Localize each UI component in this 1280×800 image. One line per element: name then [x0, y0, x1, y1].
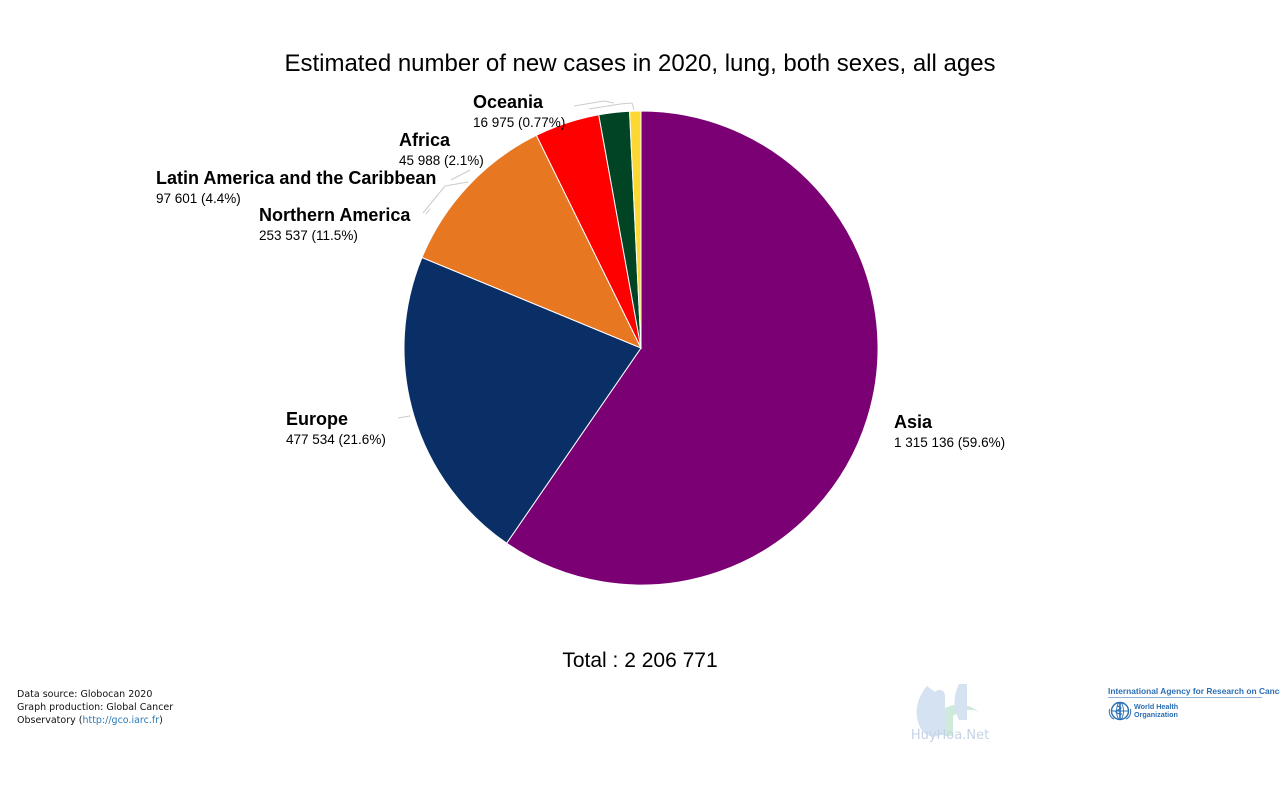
leader-line-africa	[450, 169, 471, 181]
footer-notes: Data source: Globocan 2020 Graph product…	[17, 688, 173, 727]
slice-label-value: 45 988 (2.1%)	[399, 153, 484, 168]
slice-label-value: 97 601 (4.4%)	[156, 191, 241, 206]
chart-title: Estimated number of new cases in 2020, l…	[284, 50, 996, 77]
pie-slice-europe[interactable]	[403, 256, 642, 544]
who-name-line-2: Organization	[1134, 710, 1178, 719]
graph-production-line: Graph production: Global Cancer	[17, 702, 174, 713]
pie-slice-oceania[interactable]	[629, 110, 642, 349]
who-emblem-icon	[1108, 701, 1132, 721]
leader-line-europe	[397, 415, 411, 419]
leader-line-latin-america-and-the-caribbean	[422, 181, 469, 214]
observatory-suffix: )	[159, 715, 163, 726]
pie-slices	[403, 110, 879, 586]
slice-labels: Asia 1 315 136 (59.6%) Europe 477 534 (21.6…	[156, 92, 1005, 450]
pie-slice-northern-america[interactable]	[421, 134, 643, 349]
slice-label-value: 477 534 (21.6%)	[286, 432, 386, 447]
pie-slice-asia[interactable]	[505, 110, 879, 586]
who-logo-text: World Health Organization	[1134, 703, 1178, 719]
who-name-line-1: World Health	[1134, 702, 1179, 711]
label-leader-lines	[397, 100, 635, 419]
observatory-prefix: Observatory (	[17, 715, 83, 726]
slice-label-value: 253 537 (11.5%)	[259, 228, 358, 243]
iarc-divider	[1108, 697, 1262, 698]
slice-label-value: 16 975 (0.77%)	[473, 115, 565, 130]
slice-label-name: Latin America and the Caribbean	[156, 168, 436, 188]
watermark-text: HuyHoa.Net	[910, 728, 990, 743]
slice-label-name: Northern America	[259, 205, 411, 225]
leader-line-oceania	[573, 100, 635, 111]
huyhoa-watermark-logo	[916, 684, 979, 737]
graph-production-line-2: Observatory (http://gco.iarc.fr)	[17, 714, 173, 727]
leader-line-northern-america	[425, 208, 431, 215]
slice-label-name: Africa	[399, 130, 451, 150]
slice-label-name: Oceania	[473, 92, 544, 112]
total-label: Total : 2 206 771	[562, 649, 718, 672]
slice-label-value: 1 315 136 (59.6%)	[894, 435, 1005, 450]
slice-label-name: Europe	[286, 409, 348, 429]
slice-label-name: Asia	[894, 412, 933, 432]
data-source-line: Data source: Globocan 2020	[17, 689, 153, 700]
iarc-logo-text: International Agency for Research on Can…	[1108, 686, 1280, 696]
gco-link[interactable]: http://gco.iarc.fr	[82, 715, 160, 726]
